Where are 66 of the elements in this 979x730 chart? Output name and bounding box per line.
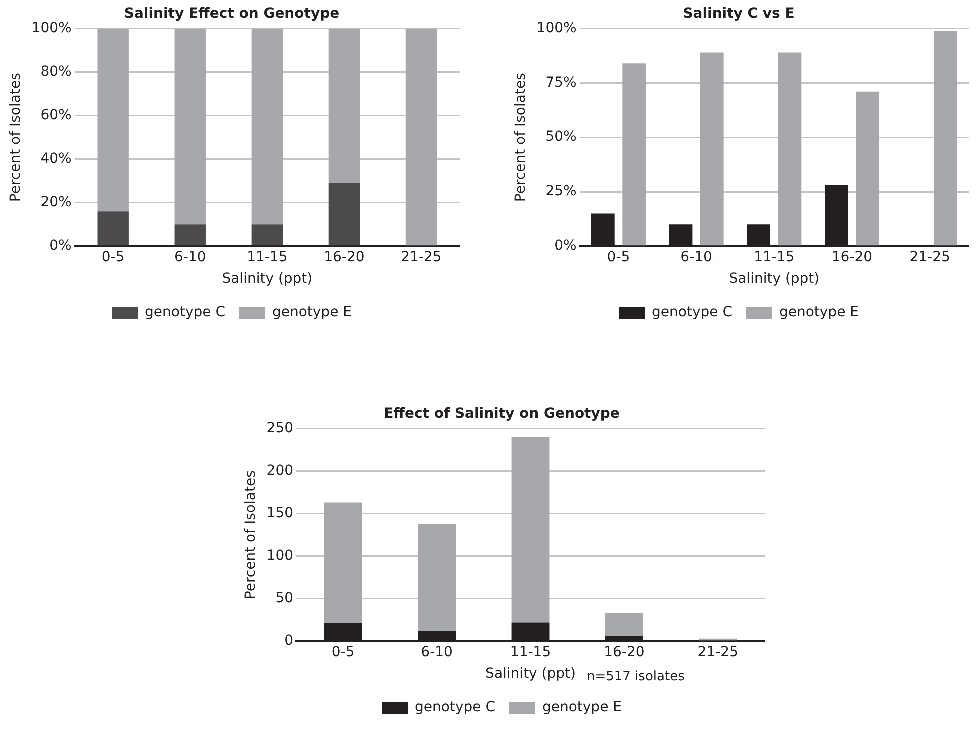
bar [418,524,456,632]
chart-title: Salinity Effect on Genotype [124,6,340,22]
y-axis-title: Percent of Isolates [513,73,530,202]
legend-label: genotype E [779,304,859,321]
bar [174,28,206,225]
y-tick-label: 0% [50,238,72,254]
x-tick-label: 0-5 [102,249,125,266]
y-tick-label: 20% [40,194,72,211]
bar [324,502,362,624]
y-tick-label: 200 [266,462,294,479]
x-tick-label: 6-10 [680,249,712,266]
y-tick-label: 100% [32,20,72,36]
x-tick-label: 16-20 [604,644,645,660]
x-tick-label: 16-20 [832,249,873,266]
x-tick-label: 21-25 [401,249,442,266]
bar [622,64,646,246]
y-tick-label: 150 [266,505,294,522]
bar [174,224,206,246]
y-axis-title: Percent of Isolates [243,470,260,600]
x-axis-title: Salinity (ppt) [486,666,576,682]
x-axis-title: Salinity (ppt) [222,271,313,288]
chart-title: Salinity C vs E [683,6,795,22]
chart-title: Effect of Salinity on Genotype [384,406,620,422]
y-tick-label: 50% [546,129,577,146]
legend-label: genotype C [652,304,733,321]
y-tick-label: 100 [266,548,294,564]
x-tick-label: 11-15 [510,644,552,660]
y-tick-label: 100% [536,20,577,36]
x-axis-title: Salinity (ppt) [729,271,820,288]
bar [252,28,284,225]
bar [328,183,360,246]
y-tick-label: 0% [554,238,577,254]
bar [98,212,129,246]
bar [98,28,129,212]
y-tick-label: 80% [40,64,72,80]
y-tick-label: 25% [546,184,577,200]
bar [778,52,802,246]
bar [512,437,550,623]
x-tick-label: 0-5 [607,249,630,266]
legend-label: genotype C [415,700,496,716]
bar [934,30,958,246]
x-tick-label: 11-15 [754,249,795,266]
bar [605,613,644,636]
y-axis-title: Percent of Isolates [8,73,24,202]
x-tick-label: 0-5 [332,644,355,660]
x-tick-label: 6-10 [421,644,453,660]
y-tick-label: 75% [546,74,577,91]
y-tick-label: 40% [40,151,72,167]
y-tick-label: 250 [266,420,294,436]
x-tick-label: 21-25 [910,249,950,266]
x-tick-label: 11-15 [247,249,288,266]
x-tick-label: 16-20 [324,249,365,266]
legend-label: genotype E [542,700,622,716]
y-tick-label: 60% [40,107,72,124]
y-tick-label: 50 [276,590,294,607]
text: n=517 isolates [586,669,686,684]
bar [252,224,284,246]
legend-label: genotype C [145,304,226,321]
legend-label: genotype E [272,304,352,321]
x-tick-label: 21-25 [698,644,738,660]
x-tick-label: 6-10 [174,249,206,266]
bar [328,28,360,184]
bar [856,92,880,246]
bar [700,52,724,246]
bar [406,28,438,246]
y-tick-label: 0 [284,633,294,650]
